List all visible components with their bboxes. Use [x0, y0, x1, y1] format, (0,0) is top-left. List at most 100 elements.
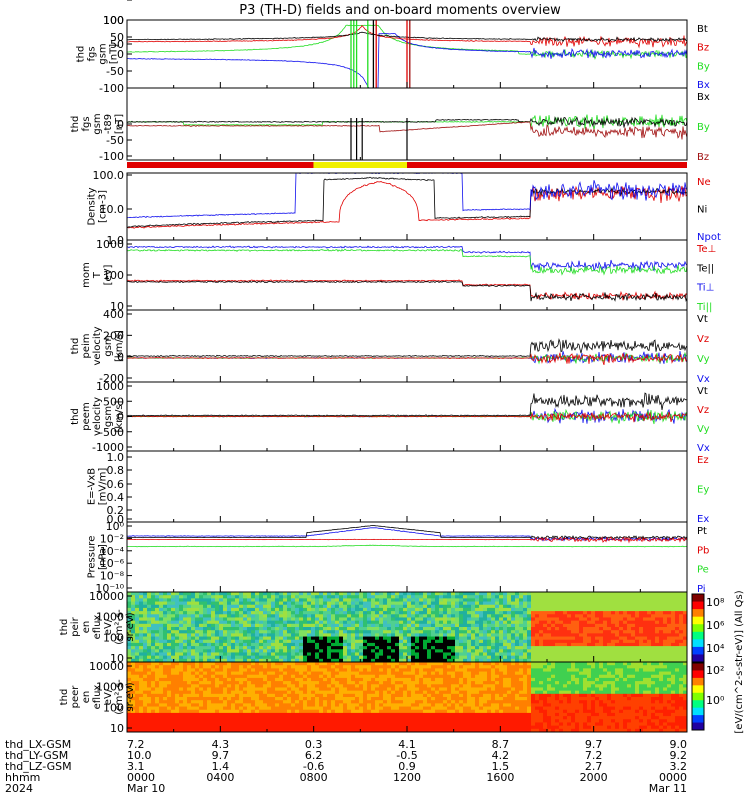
p9-spectrogram-cell — [287, 592, 291, 596]
p9-spectrogram-cell — [571, 592, 575, 596]
p9-spectrogram-cell — [671, 643, 675, 647]
p10-spectrogram-cell — [335, 668, 339, 672]
p9-spectrogram-cell — [287, 643, 291, 647]
p9-spectrogram-cell — [259, 640, 263, 644]
p10-spectrogram-cell — [411, 726, 415, 730]
p9-spectrogram-cell — [671, 598, 675, 602]
p10-spectrogram-cell — [379, 719, 383, 723]
p10-spectrogram-cell — [411, 675, 415, 679]
p9-spectrogram-cell — [299, 630, 303, 634]
p9-spectrogram-cell — [167, 643, 171, 647]
p10-spectrogram-cell — [287, 668, 291, 672]
p9-spectrogram-cell — [483, 595, 487, 599]
p9-spectrogram-cell — [487, 656, 491, 660]
p9-spectrogram-cell — [407, 614, 411, 618]
p9-spectrogram-cell — [151, 605, 155, 609]
p10-spectrogram-cell — [179, 722, 183, 726]
p9-spectrogram-cell — [363, 614, 367, 618]
p9-spectrogram-cell — [319, 602, 323, 606]
p9-spectrogram-cell — [615, 624, 619, 628]
p9-spectrogram-cell — [639, 598, 643, 602]
p9-spectrogram-cell — [211, 621, 215, 625]
p10-spectrogram-cell — [307, 684, 311, 688]
p9-spectrogram-cell — [319, 621, 323, 625]
p9-spectrogram-cell — [551, 602, 555, 606]
p9-spectrogram-cell — [555, 592, 559, 596]
p9-spectrogram-cell — [559, 611, 563, 615]
p10-spectrogram-cell — [271, 713, 275, 717]
p9-spectrogram-cell — [371, 605, 375, 609]
p9-spectrogram-cell — [583, 617, 587, 621]
p9-spectrogram-cell — [483, 608, 487, 612]
p9-spectrogram-cell — [527, 633, 531, 637]
p10-spectrogram-cell — [323, 691, 327, 695]
p9-spectrogram-cell — [287, 640, 291, 644]
p9-spectrogram-cell — [131, 646, 135, 650]
p9-spectrogram-cell — [191, 646, 195, 650]
p10-spectrogram-cell — [291, 672, 295, 676]
p9-spectrogram-cell — [343, 656, 347, 660]
p9-spectrogram-cell — [679, 611, 683, 615]
p9-spectrogram-cell — [431, 602, 435, 606]
p9-spectrogram-cell — [219, 633, 223, 637]
p9-spectrogram-cell — [315, 656, 319, 660]
p9-spectrogram-cell — [363, 602, 367, 606]
p9-spectrogram-cell — [223, 640, 227, 644]
p9-spectrogram-cell — [403, 633, 407, 637]
y-tick-label: 0.8 — [107, 464, 125, 477]
p9-spectrogram-cell — [607, 652, 611, 656]
p10-spectrogram-cell — [287, 719, 291, 723]
p10-spectrogram-cell — [307, 665, 311, 669]
p9-spectrogram-cell — [483, 598, 487, 602]
p9-spectrogram-cell — [591, 627, 595, 631]
p9-spectrogram-cell — [455, 605, 459, 609]
p9-spectrogram-cell — [395, 640, 399, 644]
p10-spectrogram-cell — [163, 726, 167, 730]
p9-spectrogram-cell — [623, 640, 627, 644]
p9-spectrogram-cell — [191, 640, 195, 644]
p9-spectrogram-cell — [195, 646, 199, 650]
p10-spectrogram-cell — [307, 710, 311, 714]
p10-spectrogram-cell — [399, 703, 403, 707]
p10-spectrogram-cell — [171, 675, 175, 679]
p10-spectrogram-cell — [139, 697, 143, 701]
p9-spectrogram-cell — [331, 624, 335, 628]
p9-spectrogram-cell — [575, 617, 579, 621]
p9-spectrogram-cell — [207, 595, 211, 599]
p9-spectrogram-cell — [459, 605, 463, 609]
p9-spectrogram-cell — [603, 637, 607, 641]
p9-spectrogram-cell — [251, 608, 255, 612]
p10-spectrogram-cell — [151, 726, 155, 730]
p10-spectrogram-cell — [135, 726, 139, 730]
p9-spectrogram-cell — [235, 656, 239, 660]
p10-spectrogram-cell — [291, 684, 295, 688]
p9-spectrogram-cell — [563, 595, 567, 599]
p9-spectrogram-cell — [219, 643, 223, 647]
p9-spectrogram-cell — [475, 637, 479, 641]
p9-spectrogram-cell — [523, 637, 527, 641]
p10-spectrogram-cell — [259, 722, 263, 726]
p10-spectrogram-cell — [291, 726, 295, 730]
p10-spectrogram-cell — [155, 678, 159, 682]
p10-spectrogram-cell — [303, 716, 307, 720]
p9-spectrogram-cell — [199, 608, 203, 612]
p9-spectrogram-cell — [427, 602, 431, 606]
p10-spectrogram-cell — [179, 662, 183, 666]
p9-spectrogram-cell — [275, 624, 279, 628]
p10-spectrogram-cell — [275, 716, 279, 720]
p9-spectrogram-cell — [247, 602, 251, 606]
p10-spectrogram-cell — [287, 678, 291, 682]
p9-spectrogram-cell — [363, 592, 367, 596]
p10-spectrogram-cell — [275, 668, 279, 672]
p9-spectrogram-cell — [447, 592, 451, 596]
p9-spectrogram-cell — [679, 598, 683, 602]
p10-spectrogram-cell — [403, 700, 407, 704]
p9-spectrogram-cell — [523, 646, 527, 650]
p10-spectrogram-cell — [251, 713, 255, 717]
p9-spectrogram-cell — [491, 595, 495, 599]
p10-spectrogram-cell — [307, 697, 311, 701]
p9-spectrogram-cell — [155, 605, 159, 609]
p9-spectrogram-cell — [259, 621, 263, 625]
p9-spectrogram-cell — [303, 656, 307, 660]
p10-spectrogram-cell — [155, 716, 159, 720]
